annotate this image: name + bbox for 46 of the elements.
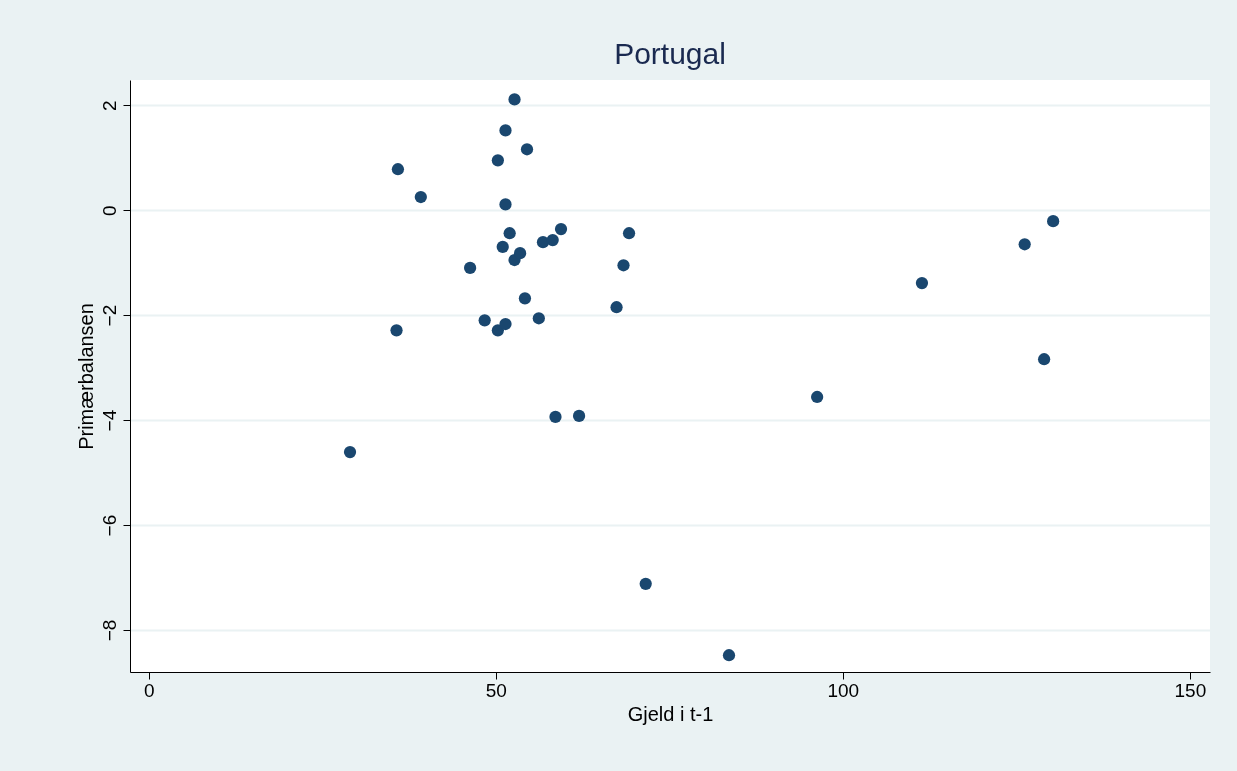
y-tick-label: 2 — [98, 100, 120, 111]
point — [811, 390, 824, 404]
x-tick-label: 50 — [485, 679, 507, 701]
point — [639, 577, 652, 590]
point — [1037, 353, 1051, 366]
point — [508, 93, 521, 106]
point — [496, 240, 509, 254]
point — [518, 292, 532, 305]
point — [503, 227, 516, 240]
point — [722, 649, 736, 662]
point — [622, 227, 636, 240]
point — [491, 324, 504, 337]
point — [513, 247, 527, 260]
point — [617, 259, 630, 272]
point — [1047, 215, 1060, 228]
point — [391, 163, 405, 176]
point — [390, 324, 403, 337]
point — [915, 276, 929, 290]
point — [499, 317, 512, 331]
point — [343, 445, 357, 459]
y-axis-title: Primærbalansen — [74, 303, 97, 450]
x-tick-label: 100 — [827, 679, 860, 701]
point — [546, 233, 559, 247]
point — [478, 314, 491, 327]
point — [463, 261, 477, 274]
point — [520, 143, 534, 156]
x-tick-label: 0 — [143, 679, 155, 701]
point — [414, 190, 427, 204]
x-tick-label: 150 — [1174, 679, 1207, 701]
y-tick-label: −6 — [98, 514, 120, 537]
point — [536, 236, 550, 249]
point — [499, 198, 512, 211]
point — [554, 222, 568, 236]
x-axis-title: Gjeld i t-1 — [627, 702, 714, 725]
point — [532, 312, 545, 325]
point — [491, 154, 504, 167]
y-tick-label: −8 — [98, 619, 120, 642]
y-tick-label: −2 — [98, 304, 120, 327]
point — [610, 301, 623, 314]
y-tick-label: −4 — [98, 409, 120, 432]
point — [572, 409, 586, 422]
chart-title: Portugal — [614, 37, 726, 70]
point — [1018, 238, 1031, 251]
point — [499, 124, 512, 137]
point — [549, 410, 562, 424]
y-tick-label: 0 — [98, 205, 120, 216]
